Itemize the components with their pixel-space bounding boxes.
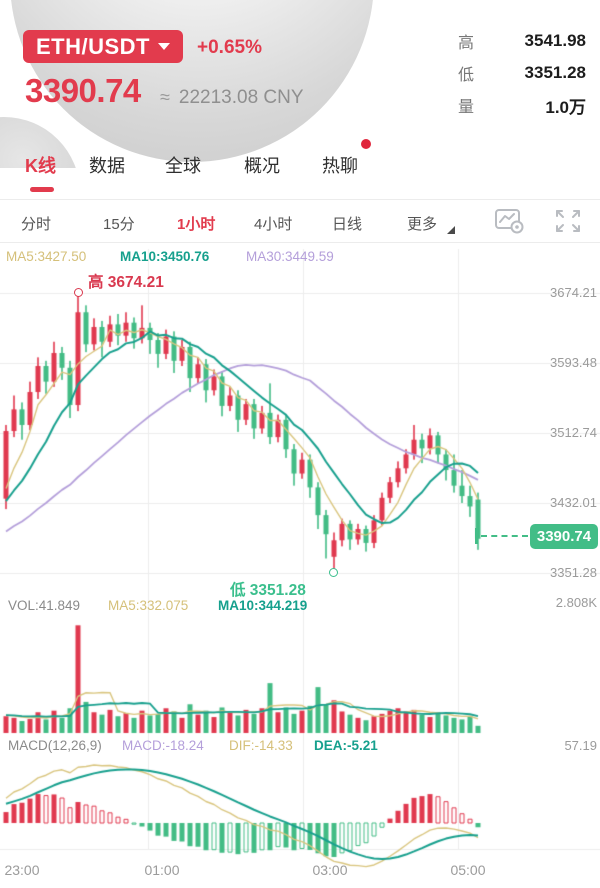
low-annotation: 低 3351.28 xyxy=(230,582,306,599)
price-axis-label: 3351.28 xyxy=(550,565,597,580)
last-price: 3390.74 xyxy=(25,72,141,109)
low-marker-ring xyxy=(329,568,338,577)
price-axis-label: 3593.48 xyxy=(550,355,597,370)
dea-value-legend: DEA:-5.21 xyxy=(314,738,378,753)
ma5-legend: MA5:3427.50 xyxy=(6,249,87,264)
header-stats: 高 3541.98 低 3351.28 量 1.0万 xyxy=(458,25,586,121)
macd-value-legend: MACD:-18.24 xyxy=(122,738,204,753)
volume-axis-max: 2.808K xyxy=(555,595,597,610)
timeframe-more[interactable]: 更多 xyxy=(407,216,438,233)
current-price-dashed-line xyxy=(481,535,528,537)
fiat-value: 22213.08 CNY xyxy=(178,87,304,108)
pair-label: ETH/USDT xyxy=(36,33,150,59)
high-marker-ring xyxy=(74,288,83,297)
stat-low: 低 3351.28 xyxy=(458,63,586,84)
price-axis-label: 3674.21 xyxy=(550,285,597,300)
timeframe-1h[interactable]: 1小时 xyxy=(177,216,216,233)
fiat-value-row: ≈ 22213.08 CNY xyxy=(160,87,304,109)
timeframe-15m[interactable]: 15分 xyxy=(103,216,135,233)
tab-global[interactable]: 全球 xyxy=(165,156,201,176)
price-axis-label: 3512.74 xyxy=(550,425,597,440)
vol-legend: VOL:41.849 xyxy=(8,598,81,613)
ma30-legend: MA30:3449.59 xyxy=(246,249,334,264)
macd-axis-max: 57.19 xyxy=(564,738,597,753)
time-axis-label: 23:00 xyxy=(4,862,40,878)
tab-kline[interactable]: K线 xyxy=(25,156,56,176)
vol-ma5-legend: MA5:332.075 xyxy=(108,598,189,613)
kline-chart-canvas[interactable] xyxy=(0,243,600,888)
timeframe-daily[interactable]: 日线 xyxy=(332,216,363,233)
indicator-settings-icon[interactable] xyxy=(494,207,526,235)
time-axis-label: 01:00 xyxy=(144,862,180,878)
time-axis-label: 03:00 xyxy=(312,862,348,878)
divider xyxy=(0,242,600,243)
timeframe-4h[interactable]: 4小时 xyxy=(254,216,293,233)
time-axis-label: 05:00 xyxy=(450,862,486,878)
tab-hot-chat[interactable]: 热聊 xyxy=(322,156,358,176)
header-sphere-decoration xyxy=(0,0,600,168)
divider xyxy=(0,199,600,200)
vol-ma10-legend: MA10:344.219 xyxy=(218,598,308,613)
pair-selector-button[interactable]: ETH/USDT xyxy=(23,30,183,63)
active-tab-underline xyxy=(30,187,54,192)
current-price-tag: 3390.74 xyxy=(530,524,598,549)
fullscreen-icon[interactable] xyxy=(554,208,582,234)
notification-dot xyxy=(361,139,371,149)
tab-data[interactable]: 数据 xyxy=(89,156,125,176)
more-caret-icon xyxy=(447,226,455,234)
current-price-tick xyxy=(475,528,478,544)
dropdown-caret-icon xyxy=(158,43,170,50)
change-percent: +0.65% xyxy=(197,37,262,58)
stat-high: 高 3541.98 xyxy=(458,31,586,52)
timeframe-minute[interactable]: 分时 xyxy=(21,216,52,233)
ma10-legend: MA10:3450.76 xyxy=(120,249,210,264)
approx-symbol: ≈ xyxy=(160,87,170,107)
dif-value-legend: DIF:-14.33 xyxy=(229,738,293,753)
high-annotation: 高 3674.21 xyxy=(88,274,164,291)
macd-params-legend: MACD(12,26,9) xyxy=(8,738,102,753)
price-axis-label: 3432.01 xyxy=(550,495,597,510)
stat-volume: 量 1.0万 xyxy=(458,97,586,117)
tab-overview[interactable]: 概况 xyxy=(244,156,280,176)
